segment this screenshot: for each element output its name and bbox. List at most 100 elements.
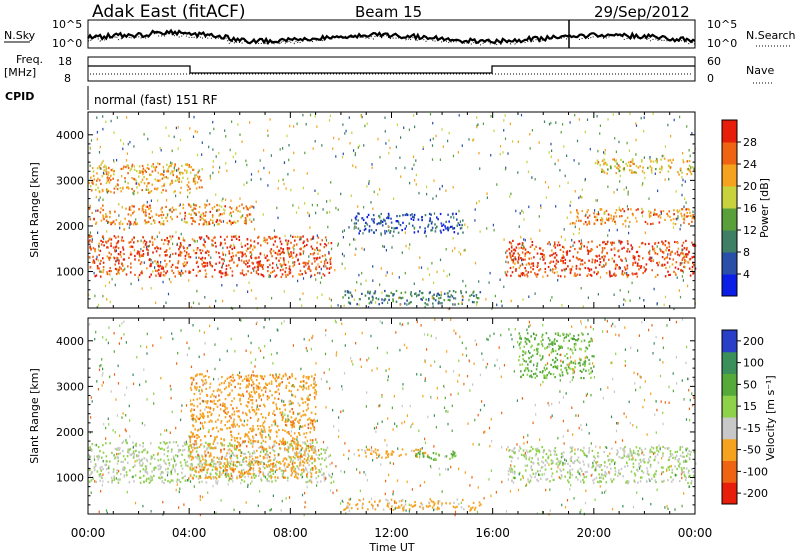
vel-cell (302, 401, 304, 404)
power-cell (601, 220, 604, 223)
vel-cell (284, 420, 287, 423)
vel-cell (217, 399, 219, 403)
power-cell (312, 237, 315, 240)
vel-cell (104, 464, 106, 467)
power-cell (188, 164, 191, 167)
power-cell (107, 171, 110, 174)
power-cell (247, 261, 249, 264)
vel-cell (195, 439, 197, 443)
power-speckle (156, 235, 158, 238)
vel-cell (274, 377, 276, 380)
power-cell (241, 253, 244, 256)
vel-cell (260, 479, 263, 482)
power-speckle (432, 197, 434, 200)
power-cell (245, 249, 248, 252)
power-cell (517, 252, 519, 255)
vel-cell (269, 430, 272, 433)
power-cell (693, 244, 695, 247)
power-speckle (625, 186, 627, 189)
power-speckle (325, 258, 327, 261)
vel-cell (144, 469, 146, 472)
power-speckle (360, 114, 362, 118)
power-cell (377, 298, 380, 301)
power-cell (135, 223, 137, 226)
power-cell (205, 211, 207, 214)
power-speckle (597, 293, 599, 296)
power-cell (146, 178, 148, 181)
power-cell (111, 222, 113, 225)
power-speckle (106, 298, 108, 301)
power-cell (387, 217, 390, 220)
vel-cell (213, 456, 215, 459)
vel-cell (151, 470, 153, 473)
vel-cell (192, 446, 195, 449)
vel-cell (291, 467, 294, 470)
vel-cell (276, 407, 278, 410)
power-cell (328, 252, 330, 255)
power-cell (510, 274, 512, 277)
vel-cell (305, 382, 307, 385)
power-cell (218, 261, 221, 264)
vel-cell (206, 469, 209, 472)
power-speckle (465, 284, 467, 288)
vel-cell (161, 447, 163, 450)
vel-cell (309, 471, 312, 474)
vel-cell (415, 452, 417, 456)
power-speckle (684, 266, 686, 269)
vel-cell (224, 416, 227, 419)
power-speckle (422, 278, 424, 281)
power-cell (143, 182, 146, 185)
power-speckle (124, 180, 126, 183)
power-cell (690, 173, 693, 176)
power-speckle (564, 269, 566, 272)
nave-tick-high: 60 (707, 55, 721, 68)
power-cell (603, 258, 605, 261)
power-cell (587, 252, 589, 255)
power-cell (193, 179, 195, 182)
vel-cell (262, 465, 265, 468)
vel-cell (252, 381, 254, 384)
power-speckle (99, 145, 101, 149)
power-cell (564, 262, 567, 265)
vel-cell (190, 403, 192, 406)
vel-cell (313, 379, 315, 382)
power-speckle (503, 238, 505, 241)
vel-cell (323, 459, 326, 462)
power-cell (236, 251, 239, 254)
vel-cell (290, 390, 292, 393)
power-speckle (674, 272, 677, 275)
power-cell (587, 216, 589, 219)
power-cell (292, 265, 294, 268)
power-cell (529, 245, 532, 248)
power-cell (607, 168, 609, 171)
vel-cell (202, 413, 205, 416)
power-cell (205, 220, 208, 223)
power-feature-1 (88, 203, 254, 226)
power-speckle (361, 247, 363, 250)
vel-cell (227, 445, 229, 448)
power-cell (166, 220, 169, 223)
power-cell (631, 247, 633, 251)
power-speckle (237, 123, 239, 126)
power-cell (601, 256, 603, 259)
power-speckle (496, 303, 498, 307)
vel-cell (209, 476, 212, 479)
power-speckle (384, 229, 386, 233)
power-cell (608, 270, 611, 273)
vel-cell (251, 399, 254, 402)
power-cell (110, 190, 112, 193)
power-speckle (262, 213, 264, 216)
vel-cell (224, 408, 227, 411)
vel-cell (193, 443, 196, 446)
vel-cell (221, 428, 223, 431)
power-cell (299, 253, 301, 256)
power-cell (134, 221, 136, 224)
power-speckle (624, 299, 627, 303)
vel-cell (287, 476, 289, 479)
vel-cell (111, 451, 113, 454)
power-cell (127, 166, 130, 170)
vel-cell (112, 471, 115, 474)
power-cell (323, 265, 325, 268)
power-speckle (452, 154, 455, 158)
power-cell (472, 291, 474, 294)
